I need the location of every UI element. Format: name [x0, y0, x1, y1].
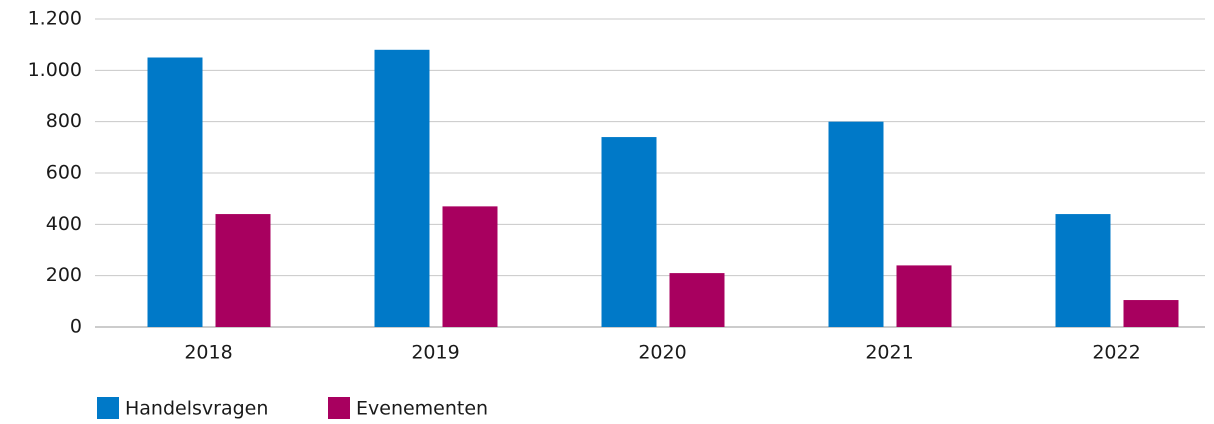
bar	[374, 49, 430, 328]
bar	[215, 214, 271, 327]
bar	[1055, 214, 1111, 327]
y-tick-label: 200	[46, 264, 82, 286]
bar	[442, 206, 498, 327]
y-tick-label: 1.000	[28, 59, 82, 81]
y-tick-label: 400	[46, 213, 82, 235]
bar	[147, 57, 203, 327]
x-tick-label: 2019	[411, 342, 459, 364]
y-tick-label: 600	[46, 162, 82, 184]
legend-swatch	[97, 397, 119, 419]
bar	[896, 265, 952, 327]
legend-swatch	[328, 397, 350, 419]
bar	[669, 273, 725, 327]
legend-label: Handelsvragen	[125, 398, 268, 420]
y-tick-label: 1.200	[28, 8, 82, 30]
x-tick-label: 2022	[1092, 342, 1140, 364]
y-tick-label: 800	[46, 110, 82, 132]
bar	[601, 137, 657, 327]
x-tick-label: 2018	[184, 342, 232, 364]
y-tick-label: 0	[70, 316, 82, 338]
x-tick-label: 2021	[865, 342, 913, 364]
legend-label: Evenementen	[356, 398, 488, 420]
bar	[828, 121, 884, 328]
bar	[1123, 300, 1179, 327]
x-tick-label: 2020	[638, 342, 686, 364]
